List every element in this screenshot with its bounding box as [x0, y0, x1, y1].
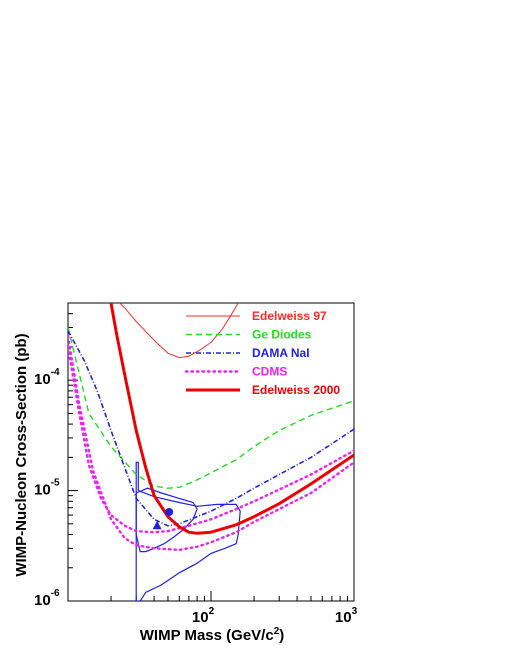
triangle-marker	[152, 520, 162, 530]
legend: Edelweiss 97 Ge Diodes DAMA NaI CDMS Edelwei…	[184, 309, 340, 397]
y-tick-label: 10-6	[34, 588, 60, 609]
legend-label: Edelweiss 2000	[252, 383, 340, 397]
y-axis-title: WIMP-Nucleon Cross-Section (pb)	[13, 333, 30, 576]
exclusion-curves	[68, 303, 354, 552]
contour-region	[135, 461, 241, 601]
contour-region	[135, 487, 198, 553]
y-tick-label: 10-4	[34, 367, 60, 388]
legend-label: CDMS	[252, 365, 287, 379]
circle-marker	[165, 507, 174, 516]
series-line	[109, 303, 354, 535]
x-axis-title-base: WIMP Mass (GeV/c	[140, 627, 274, 644]
series-line	[68, 327, 354, 489]
plot-frame	[67, 302, 355, 602]
axes-ticks	[68, 313, 348, 601]
legend-label: Ge Diodes	[252, 328, 312, 342]
series-line	[119, 303, 239, 359]
x-axis-title: WIMP Mass (GeV/c2)	[140, 626, 285, 644]
data-markers	[152, 507, 174, 530]
legend-label: Edelweiss 97	[252, 309, 327, 323]
series-line	[68, 345, 354, 534]
tick-labels: 102 103 10-4 10-5 10-6	[34, 367, 358, 626]
x-axis-title-sup: 2	[274, 626, 280, 637]
series-line	[68, 335, 354, 552]
x-tick-label: 102	[192, 606, 215, 626]
x-axis-title-tail: )	[279, 627, 284, 644]
y-tick-label: 10-5	[34, 478, 60, 499]
series-line	[68, 330, 354, 527]
x-tick-label: 103	[335, 606, 358, 626]
legend-label: DAMA NaI	[252, 346, 310, 360]
